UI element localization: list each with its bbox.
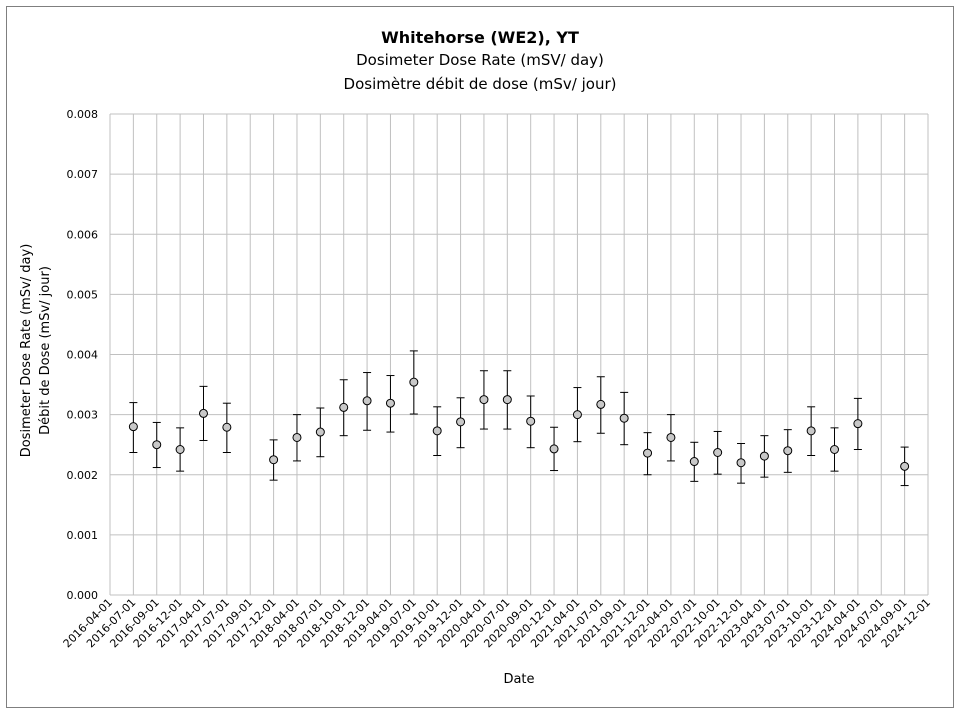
y-tick-label: 0.008 (67, 108, 99, 121)
data-point (806, 426, 816, 436)
data-point (269, 455, 279, 465)
data-point (596, 399, 606, 409)
y-tick-label: 0.006 (67, 228, 99, 241)
data-point (198, 408, 208, 418)
y-tick-label: 0.007 (67, 168, 99, 181)
chart-subtitle-en: Dosimeter Dose Rate (mSV/ day) (356, 51, 604, 69)
data-point (456, 417, 466, 427)
data-point (292, 432, 302, 442)
data-point (689, 457, 699, 467)
data-point (666, 432, 676, 442)
data-point (315, 427, 325, 437)
x-axis-title: Date (503, 672, 534, 687)
y-axis-title-fr: Débit de Dose (mSv/ jour) (38, 266, 53, 435)
data-point (128, 422, 138, 432)
data-point (479, 395, 489, 405)
data-point (549, 444, 559, 454)
data-point (830, 444, 840, 454)
data-point (385, 398, 395, 408)
y-tick-label: 0.005 (67, 288, 99, 301)
chart-frame (6, 6, 954, 708)
data-point (759, 451, 769, 461)
y-tick-label: 0.001 (67, 529, 99, 542)
data-point (222, 422, 232, 432)
data-point (900, 461, 910, 471)
data-point (572, 410, 582, 420)
data-point (736, 458, 746, 468)
data-point (643, 448, 653, 458)
data-point (783, 446, 793, 456)
data-point (619, 413, 629, 423)
data-point (853, 419, 863, 429)
data-point (152, 440, 162, 450)
y-tick-label: 0.004 (67, 349, 99, 362)
chart-title: Whitehorse (WE2), YT (381, 28, 579, 47)
y-tick-label: 0.000 (67, 589, 99, 602)
data-point (526, 416, 536, 426)
data-point (502, 395, 512, 405)
chart-subtitle-fr: Dosimètre débit de dose (mSv/ jour) (343, 75, 617, 93)
y-axis-title-en: Dosimeter Dose Rate (mSv/ day) (19, 244, 34, 458)
data-point (432, 426, 442, 436)
y-tick-label: 0.002 (67, 469, 99, 482)
y-tick-label: 0.003 (67, 409, 99, 422)
data-point (175, 444, 185, 454)
data-point (409, 377, 419, 387)
data-point (362, 396, 372, 406)
data-point (713, 448, 723, 458)
data-point (339, 402, 349, 412)
